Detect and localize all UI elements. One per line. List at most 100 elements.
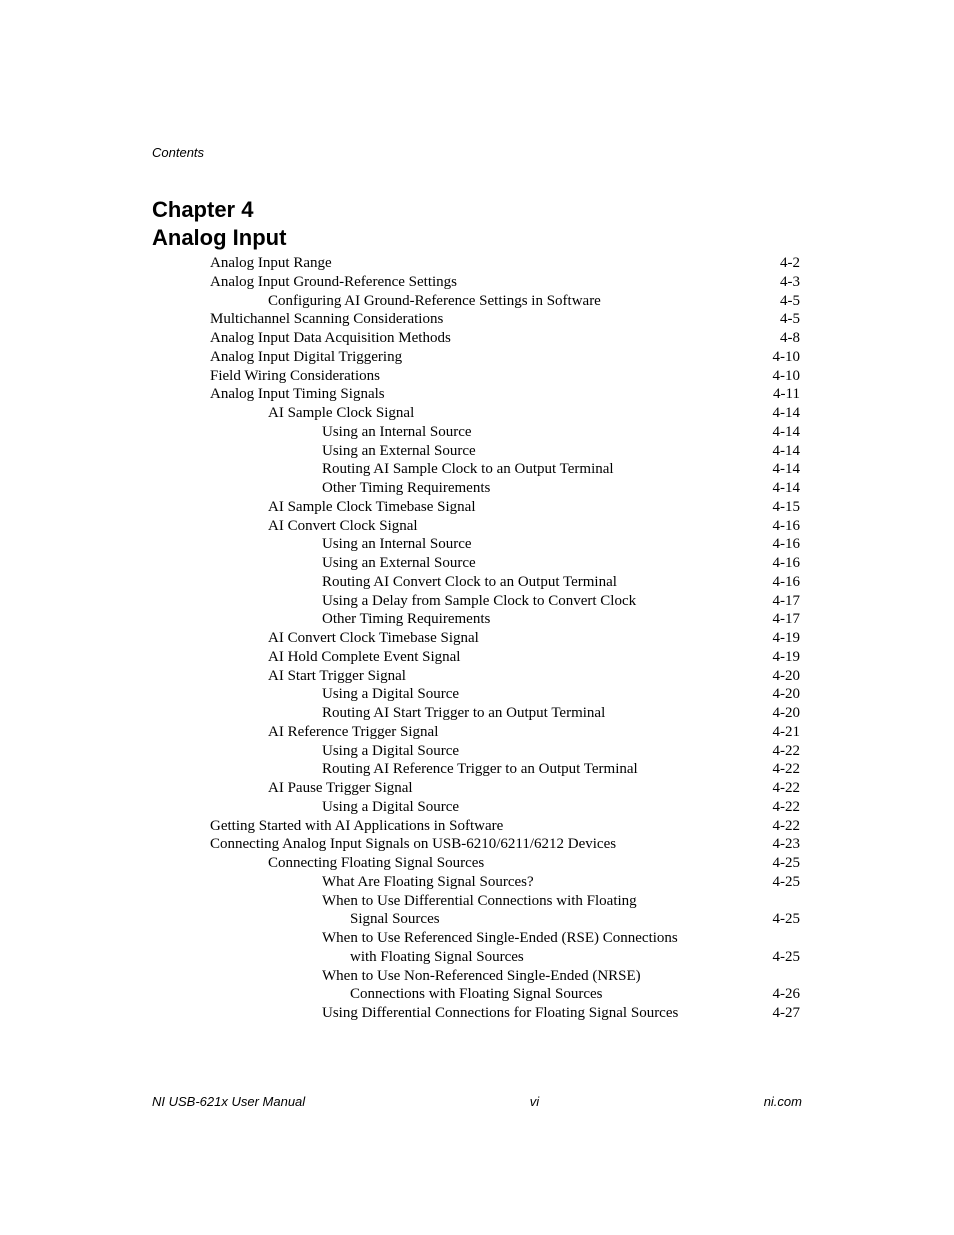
chapter-title: Analog Input bbox=[152, 224, 286, 252]
toc-label: Analog Input Digital Triggering bbox=[210, 348, 402, 367]
toc-label: Routing AI Convert Clock to an Output Te… bbox=[322, 573, 617, 592]
toc-page: 4-16 bbox=[773, 517, 801, 536]
toc-label: AI Pause Trigger Signal bbox=[268, 779, 413, 798]
toc-label: Analog Input Data Acquisition Methods bbox=[210, 329, 451, 348]
toc-entry: Other Timing Requirements4-14 bbox=[210, 479, 800, 498]
toc-label: Analog Input Ground-Reference Settings bbox=[210, 273, 457, 292]
toc-entry: Analog Input Digital Triggering 4-10 bbox=[210, 348, 800, 367]
toc-page: 4-15 bbox=[773, 498, 801, 517]
chapter-number: Chapter 4 bbox=[152, 196, 286, 224]
toc-label: Using an Internal Source bbox=[322, 423, 472, 442]
footer-right: ni.com bbox=[764, 1094, 802, 1109]
toc-entry: Connecting Floating Signal Sources 4-25 bbox=[210, 854, 800, 873]
toc-page: 4-19 bbox=[773, 648, 801, 667]
toc-page: 4-10 bbox=[773, 367, 801, 386]
toc-entry: Field Wiring Considerations 4-10 bbox=[210, 367, 800, 386]
toc-entry: Routing AI Sample Clock to an Output Ter… bbox=[210, 460, 800, 479]
toc-entry: Using an External Source 4-16 bbox=[210, 554, 800, 573]
toc-label-cont: Connections with Floating Signal Sources bbox=[350, 985, 603, 1004]
toc-page: 4-19 bbox=[773, 629, 801, 648]
toc-entry: Multichannel Scanning Considerations 4-5 bbox=[210, 310, 800, 329]
toc-page: 4-14 bbox=[773, 460, 801, 479]
toc-entry: Using a Digital Source 4-22 bbox=[210, 742, 800, 761]
toc-label: Other Timing Requirements bbox=[322, 610, 490, 629]
toc-label: Analog Input Timing Signals bbox=[210, 385, 385, 404]
toc-page: 4-20 bbox=[773, 704, 801, 723]
toc-entry: Routing AI Start Trigger to an Output Te… bbox=[210, 704, 800, 723]
toc-page: 4-17 bbox=[773, 592, 801, 611]
toc-page: 4-22 bbox=[773, 798, 801, 817]
toc-page: 4-22 bbox=[773, 779, 801, 798]
toc: Analog Input Range4-2Analog Input Ground… bbox=[210, 254, 800, 1023]
toc-entry: Routing AI Reference Trigger to an Outpu… bbox=[210, 760, 800, 779]
toc-page: 4-11 bbox=[773, 385, 800, 404]
toc-page: 4-16 bbox=[773, 554, 801, 573]
toc-page: 4-5 bbox=[780, 310, 800, 329]
toc-label: Using a Digital Source bbox=[322, 742, 459, 761]
toc-label: AI Start Trigger Signal bbox=[268, 667, 406, 686]
toc-label: Multichannel Scanning Considerations bbox=[210, 310, 443, 329]
toc-page: 4-25 bbox=[773, 948, 801, 967]
toc-page: 4-16 bbox=[773, 573, 801, 592]
toc-label: Routing AI Sample Clock to an Output Ter… bbox=[322, 460, 614, 479]
toc-entry: Using a Digital Source 4-22 bbox=[210, 798, 800, 817]
toc-label: Using a Delay from Sample Clock to Conve… bbox=[322, 592, 636, 611]
toc-label-cont: with Floating Signal Sources bbox=[350, 948, 524, 967]
toc-entry: AI Convert Clock Signal 4-16 bbox=[210, 517, 800, 536]
footer-center: vi bbox=[530, 1094, 539, 1109]
toc-page: 4-14 bbox=[773, 442, 801, 461]
toc-label: Getting Started with AI Applications in … bbox=[210, 817, 503, 836]
toc-entry: Other Timing Requirements4-17 bbox=[210, 610, 800, 629]
toc-page: 4-22 bbox=[773, 742, 801, 761]
toc-page: 4-27 bbox=[773, 1004, 801, 1023]
toc-entry: Using an Internal Source4-16 bbox=[210, 535, 800, 554]
page: Contents Chapter 4 Analog Input Analog I… bbox=[0, 0, 954, 1235]
toc-label: Analog Input Range bbox=[210, 254, 332, 273]
toc-label: Configuring AI Ground-Reference Settings… bbox=[268, 292, 601, 311]
toc-label: Using an External Source bbox=[322, 554, 476, 573]
toc-label: Using an Internal Source bbox=[322, 535, 472, 554]
toc-entry: Using an Internal Source 4-14 bbox=[210, 423, 800, 442]
toc-label: AI Sample Clock Signal bbox=[268, 404, 414, 423]
toc-label: Field Wiring Considerations bbox=[210, 367, 380, 386]
toc-entry: Analog Input Range 4-2 bbox=[210, 254, 800, 273]
toc-page: 4-20 bbox=[773, 685, 801, 704]
toc-page: 4-26 bbox=[773, 985, 801, 1004]
toc-page: 4-2 bbox=[780, 254, 800, 273]
toc-entry: AI Pause Trigger Signal 4-22 bbox=[210, 779, 800, 798]
toc-page: 4-25 bbox=[773, 854, 801, 873]
toc-page: 4-14 bbox=[773, 423, 801, 442]
toc-page: 4-14 bbox=[773, 479, 801, 498]
toc-label: AI Hold Complete Event Signal bbox=[268, 648, 460, 667]
toc-label: AI Convert Clock Timebase Signal bbox=[268, 629, 479, 648]
toc-label: Using a Digital Source bbox=[322, 798, 459, 817]
toc-entry: Configuring AI Ground-Reference Settings… bbox=[210, 292, 800, 311]
toc-label: AI Reference Trigger Signal bbox=[268, 723, 438, 742]
toc-page: 4-8 bbox=[780, 329, 800, 348]
toc-entry-cont: with Floating Signal Sources 4-25 bbox=[210, 948, 800, 967]
toc-label: Connecting Floating Signal Sources bbox=[268, 854, 484, 873]
toc-entry: Analog Input Ground-Reference Settings4-… bbox=[210, 273, 800, 292]
toc-entry: AI Sample Clock Signal4-14 bbox=[210, 404, 800, 423]
toc-page: 4-23 bbox=[773, 835, 801, 854]
toc-page: 4-25 bbox=[773, 873, 801, 892]
toc-label: AI Sample Clock Timebase Signal bbox=[268, 498, 476, 517]
toc-entry: AI Sample Clock Timebase Signal 4-15 bbox=[210, 498, 800, 517]
toc-label: Connecting Analog Input Signals on USB-6… bbox=[210, 835, 616, 854]
toc-entry: AI Hold Complete Event Signal 4-19 bbox=[210, 648, 800, 667]
toc-label: When to Use Non-Referenced Single-Ended … bbox=[322, 967, 641, 986]
toc-label-cont: Signal Sources bbox=[350, 910, 440, 929]
toc-label: AI Convert Clock Signal bbox=[268, 517, 418, 536]
toc-label: Using a Digital Source bbox=[322, 685, 459, 704]
toc-entry: Using an External Source4-14 bbox=[210, 442, 800, 461]
toc-entry: Analog Input Data Acquisition Methods 4-8 bbox=[210, 329, 800, 348]
toc-page: 4-10 bbox=[773, 348, 801, 367]
toc-entry-cont: Signal Sources 4-25 bbox=[210, 910, 800, 929]
toc-entry: Using a Delay from Sample Clock to Conve… bbox=[210, 592, 800, 611]
toc-entry: AI Reference Trigger Signal4-21 bbox=[210, 723, 800, 742]
toc-entry: AI Start Trigger Signal4-20 bbox=[210, 667, 800, 686]
toc-entry: Analog Input Timing Signals 4-11 bbox=[210, 385, 800, 404]
toc-page: 4-25 bbox=[773, 910, 801, 929]
toc-entry: Using a Digital Source 4-20 bbox=[210, 685, 800, 704]
toc-entry-cont: Connections with Floating Signal Sources… bbox=[210, 985, 800, 1004]
